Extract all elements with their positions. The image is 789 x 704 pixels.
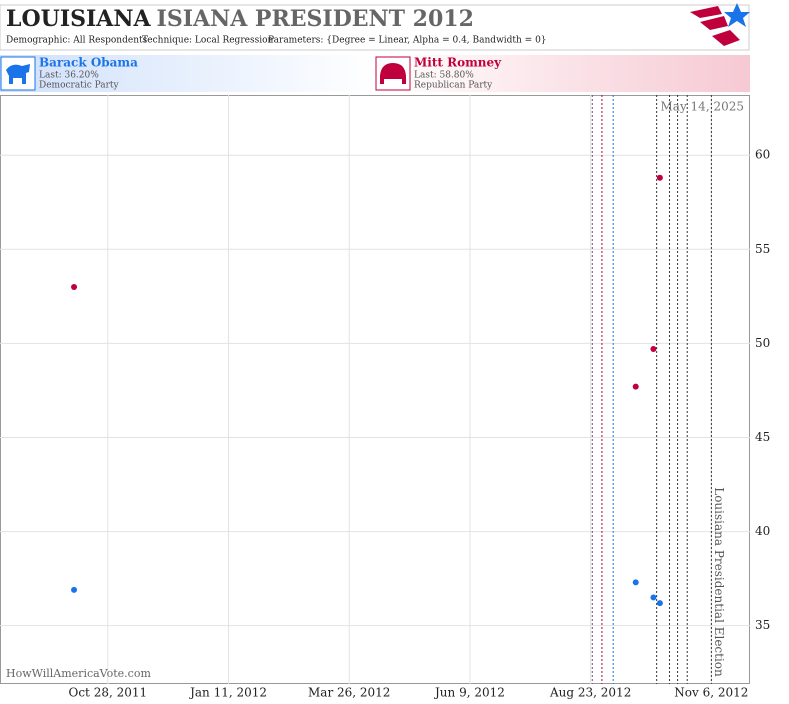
legend-party: Democratic Party [39,81,120,91]
point [656,600,663,607]
legend-name: Mitt Romney [414,56,502,70]
point [632,579,639,586]
y-tick-label: 35 [755,618,770,632]
plot-frame [0,95,750,684]
source: HowWillAmericaVote.com [6,667,151,680]
donkey [6,64,30,84]
x-tick-label: Oct 28, 2011 [69,686,148,700]
legend-last: Last: 58.80% [414,71,474,81]
x-tick-label: Aug 23, 2012 [549,686,631,700]
x-tick-label: Jun 9, 2012 [433,686,505,700]
elephant [380,63,406,84]
point [650,346,657,353]
chart-title-rest: ISIANA PRESIDENT 2012 [157,6,474,32]
date-note: May 14, 2025 [661,100,744,114]
subtitle: Technique: Local Regression [142,36,273,46]
legend-party: Republican Party [414,81,493,91]
y-tick-label: 60 [755,148,770,162]
legend-band [375,55,750,92]
subtitle: Demographic: All Respondents [6,36,148,46]
y-tick-label: 50 [755,336,770,350]
header [0,4,750,51]
y-tick-label: 45 [755,430,770,444]
point [71,586,78,593]
point [71,283,78,290]
point [650,594,657,601]
y-tick-label: 55 [755,242,770,256]
y-tick-label: 40 [755,524,770,538]
point [632,383,639,390]
legend-name: Barack Obama [39,56,138,70]
x-tick-label: Mar 26, 2012 [308,686,390,700]
logo [690,3,750,46]
election-label: Louisiana Presidential Election [712,487,726,677]
point [656,174,663,181]
x-tick-label: Nov 6, 2012 [674,686,748,700]
legend-band [0,55,375,92]
x-tick-label: Jan 11, 2012 [188,686,267,700]
legend-last: Last: 36.20% [39,71,99,81]
chart-title: LOUISIANA [6,6,151,32]
subtitle: Parameters: {Degree = Linear, Alpha = 0.… [268,36,547,46]
